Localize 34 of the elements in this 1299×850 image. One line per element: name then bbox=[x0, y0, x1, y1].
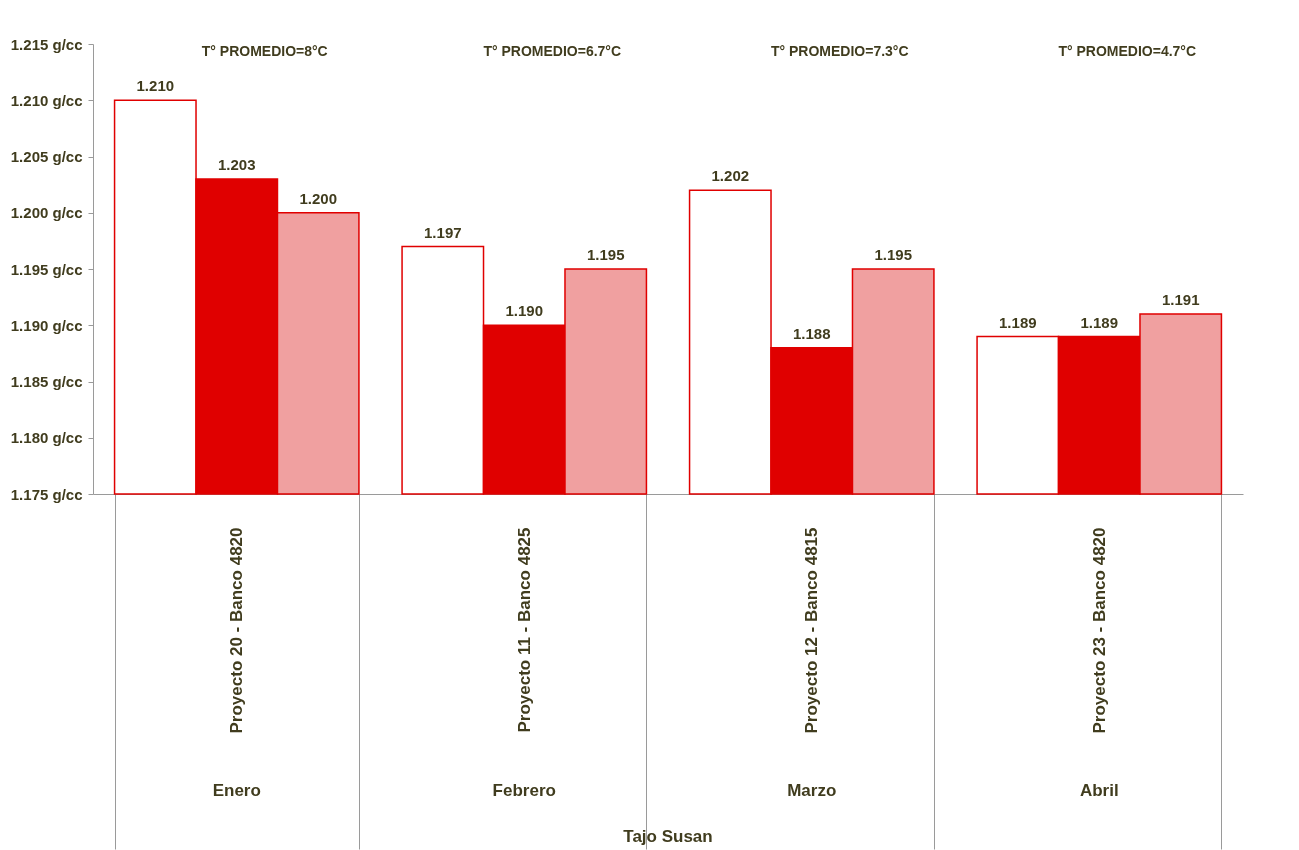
data-label: 1.195 bbox=[874, 246, 912, 263]
data-label: 1.189 bbox=[999, 313, 1037, 331]
text: Enero bbox=[212, 781, 261, 800]
y-tick-label: 1.205 g/cc bbox=[10, 148, 83, 165]
y-tick-label: 1.190 g/cc bbox=[10, 316, 83, 334]
annotation: T° PROMEDIO=7.3°C bbox=[770, 43, 909, 59]
data-label: 1.203 bbox=[217, 156, 256, 173]
x-tick-label: Proyecto 20 - Banco 4820 bbox=[227, 527, 247, 734]
y-tick-label: 1.180 g/cc bbox=[10, 429, 83, 447]
x-tick-label: Proyecto 23 - Banco 4820 bbox=[1089, 527, 1109, 734]
x-tick-label: Proyecto 11 - Banco 4825 bbox=[514, 527, 534, 733]
annotation: T° PROMEDIO=4.7°C bbox=[1058, 43, 1197, 59]
x-tick-label: Proyecto 12 - Banco 4815 bbox=[802, 527, 822, 734]
y-tick-label: 1.200 g/cc bbox=[10, 204, 83, 222]
annotation: T° PROMEDIO=8°C bbox=[201, 43, 328, 59]
data-label: 1.188 bbox=[792, 324, 831, 342]
data-label: 1.191 bbox=[1161, 291, 1200, 308]
text: Tajo Susan bbox=[623, 827, 713, 846]
y-tick-label: 1.195 g/cc bbox=[10, 260, 83, 278]
text: Febrero bbox=[492, 781, 556, 800]
text: Abril bbox=[1079, 781, 1119, 800]
y-tick-label: 1.210 g/cc bbox=[10, 91, 83, 109]
data-label: 1.202 bbox=[711, 167, 750, 185]
data-label: 1.200 bbox=[299, 189, 337, 207]
data-label: 1.197 bbox=[424, 223, 462, 241]
y-tick-label: 1.175 g/cc bbox=[10, 485, 83, 503]
data-label: 1.190 bbox=[505, 302, 544, 320]
text: Marzo bbox=[787, 781, 837, 800]
data-label: 1.210 bbox=[136, 77, 175, 95]
data-label: 1.195 bbox=[586, 246, 625, 263]
y-tick-label: 1.215 g/cc bbox=[10, 35, 83, 53]
data-label: 1.189 bbox=[1080, 313, 1119, 331]
annotation: T° PROMEDIO=6.7°C bbox=[483, 43, 622, 59]
y-tick-label: 1.185 g/cc bbox=[10, 373, 83, 390]
